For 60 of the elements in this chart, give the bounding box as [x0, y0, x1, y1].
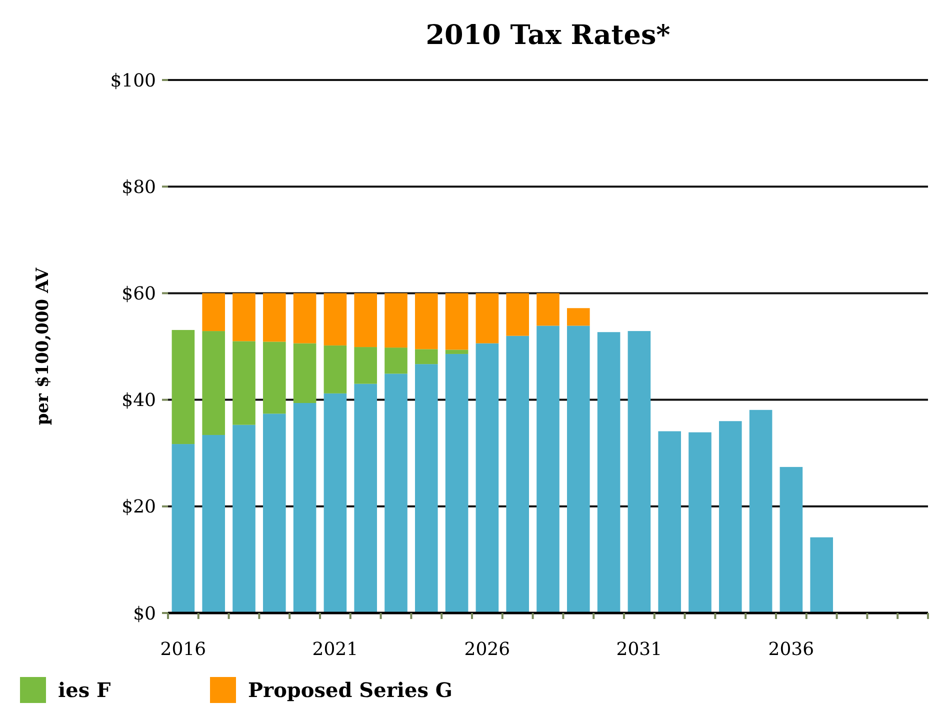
bar — [293, 403, 316, 613]
bar — [384, 374, 408, 613]
bar — [780, 466, 803, 613]
y-tick-label: $80 — [122, 176, 156, 198]
bar — [202, 293, 225, 332]
y-tick-label: $40 — [122, 390, 156, 412]
y-tick-label: $0 — [133, 603, 156, 624]
bar — [415, 293, 438, 350]
bar — [597, 332, 620, 613]
bar — [536, 293, 560, 326]
bar — [263, 342, 286, 414]
bar — [445, 354, 468, 613]
bar — [354, 293, 377, 348]
x-tick-label: 2036 — [768, 639, 814, 660]
bar — [202, 434, 225, 613]
bar — [476, 293, 499, 344]
bar — [476, 343, 499, 613]
bar — [172, 330, 195, 444]
y-tick-label: $100 — [110, 70, 156, 92]
bar — [232, 424, 256, 613]
bar — [445, 350, 468, 354]
legend-label: ies F — [58, 678, 111, 702]
bar — [293, 293, 316, 344]
bar — [232, 293, 256, 342]
bar — [415, 364, 438, 613]
bar — [354, 384, 377, 613]
bar — [567, 326, 590, 613]
bar — [263, 293, 286, 342]
bar — [354, 347, 377, 384]
bar — [810, 537, 833, 613]
bar — [506, 336, 529, 613]
bar — [232, 341, 256, 425]
bar — [506, 293, 529, 336]
legend-label: Proposed Series G — [248, 678, 453, 702]
bar — [536, 326, 560, 613]
y-tick-label: $20 — [122, 496, 156, 518]
bar — [293, 343, 316, 403]
x-tick-label: 2026 — [464, 639, 510, 660]
bar — [719, 421, 742, 613]
bar — [445, 293, 468, 350]
bar — [415, 349, 438, 364]
bar — [324, 393, 347, 613]
bar — [263, 414, 286, 613]
bar — [567, 308, 590, 326]
bar — [749, 410, 772, 613]
chart-title: 2010 Tax Rates* — [426, 20, 670, 51]
x-tick-label: 2031 — [616, 639, 662, 660]
x-tick-label: 2016 — [160, 639, 206, 660]
bar — [324, 293, 347, 346]
bar — [384, 348, 408, 374]
bar — [202, 331, 225, 435]
bar — [172, 444, 195, 613]
y-axis-title: per $100,000 AV — [33, 267, 53, 426]
bar — [628, 331, 651, 613]
bar — [384, 293, 408, 348]
y-tick-label: $60 — [122, 284, 156, 304]
x-tick-label: 2021 — [312, 639, 358, 660]
bar — [324, 345, 347, 394]
bar — [688, 432, 712, 613]
bar — [658, 431, 681, 613]
